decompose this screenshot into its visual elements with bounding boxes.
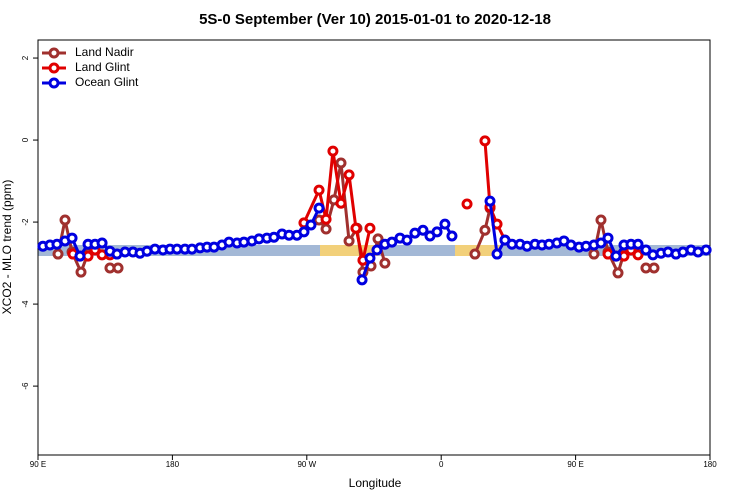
data-point bbox=[446, 230, 458, 242]
data-point bbox=[602, 232, 614, 244]
data-point bbox=[327, 145, 339, 157]
data-point bbox=[313, 202, 325, 214]
legend-marker bbox=[48, 77, 60, 89]
data-point bbox=[364, 252, 376, 264]
data-point bbox=[640, 244, 652, 256]
data-point bbox=[305, 219, 317, 231]
legend-marker bbox=[48, 62, 60, 74]
data-point bbox=[112, 262, 124, 274]
data-point bbox=[371, 244, 383, 256]
data-point bbox=[417, 224, 429, 236]
data-point bbox=[350, 222, 362, 234]
data-point bbox=[612, 267, 624, 279]
band-ocean bbox=[378, 245, 455, 256]
data-point bbox=[632, 238, 644, 250]
x-tick-label: 90 W bbox=[297, 460, 316, 469]
x-tick-label: 0 bbox=[439, 460, 444, 469]
data-point bbox=[595, 237, 607, 249]
legend-label: Land Glint bbox=[75, 60, 130, 74]
data-point bbox=[461, 198, 473, 210]
data-point bbox=[335, 197, 347, 209]
data-point bbox=[356, 274, 368, 286]
x-tick-label: 180 bbox=[166, 460, 180, 469]
data-point bbox=[313, 184, 325, 196]
data-point bbox=[431, 226, 443, 238]
data-point bbox=[59, 214, 71, 226]
data-point bbox=[479, 135, 491, 147]
data-point bbox=[52, 248, 64, 260]
data-point bbox=[491, 248, 503, 260]
x-tick-label: 90 E bbox=[567, 460, 583, 469]
data-point bbox=[364, 222, 376, 234]
band-land bbox=[320, 245, 378, 256]
data-point bbox=[588, 248, 600, 260]
y-tick-label: -6 bbox=[21, 382, 30, 390]
chart-title: 5S-0 September (Ver 10) 2015-01-01 to 20… bbox=[199, 11, 551, 28]
data-point bbox=[379, 257, 391, 269]
legend-marker bbox=[48, 47, 60, 59]
data-point bbox=[401, 234, 413, 246]
y-tick-label: -2 bbox=[21, 218, 30, 226]
data-point bbox=[479, 224, 491, 236]
data-point bbox=[610, 250, 622, 262]
data-point bbox=[343, 235, 355, 247]
x-axis-title: Longitude bbox=[349, 476, 402, 490]
x-tick-label: 90 E bbox=[30, 460, 46, 469]
data-point bbox=[469, 248, 481, 260]
data-point bbox=[595, 214, 607, 226]
data-point bbox=[372, 233, 384, 245]
y-tick-label: 0 bbox=[21, 137, 30, 142]
data-point bbox=[335, 157, 347, 169]
x-tick-label: 180 bbox=[703, 460, 717, 469]
data-point bbox=[648, 262, 660, 274]
data-point bbox=[66, 232, 78, 244]
data-point bbox=[298, 226, 310, 238]
y-tick-label: -4 bbox=[21, 300, 30, 308]
data-point bbox=[439, 218, 451, 230]
data-point bbox=[343, 169, 355, 181]
data-point bbox=[75, 266, 87, 278]
data-point bbox=[632, 249, 644, 261]
data-point bbox=[386, 236, 398, 248]
legend-label: Ocean Glint bbox=[75, 75, 139, 89]
y-tick-label: 2 bbox=[21, 55, 30, 60]
series bbox=[37, 195, 712, 286]
legend-label: Land Nadir bbox=[75, 45, 134, 59]
data-point bbox=[320, 213, 332, 225]
y-axis-title: XCO2 - MLO trend (ppm) bbox=[0, 180, 14, 315]
data-point bbox=[96, 237, 108, 249]
data-point bbox=[74, 250, 86, 262]
data-point bbox=[700, 244, 712, 256]
data-point bbox=[320, 223, 332, 235]
data-point bbox=[484, 195, 496, 207]
